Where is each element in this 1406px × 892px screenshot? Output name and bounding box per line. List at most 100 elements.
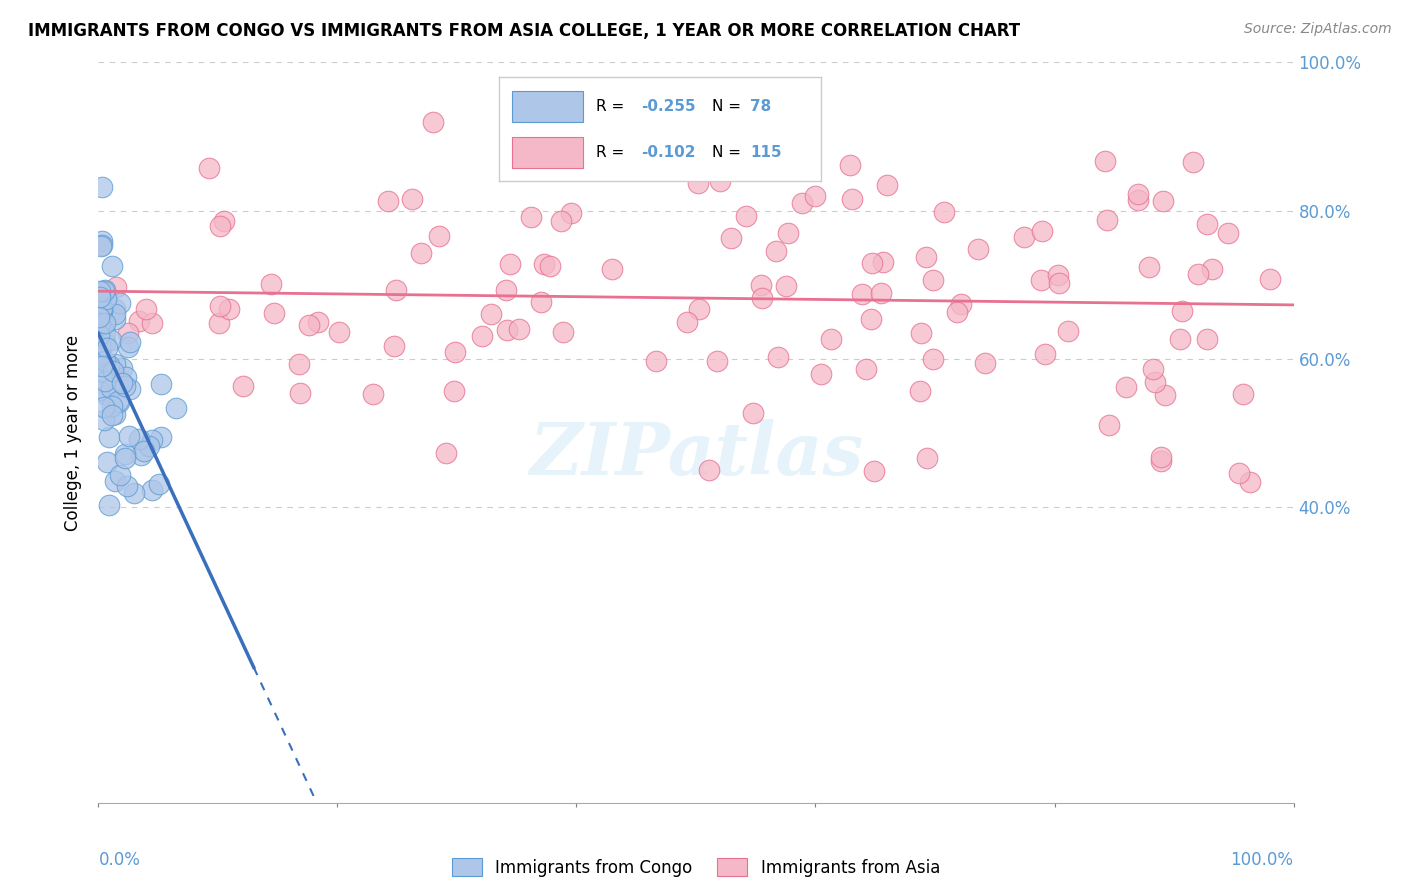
Point — [141, 316, 163, 330]
Point — [90, 340, 112, 354]
Point — [91, 359, 114, 374]
Point — [922, 351, 945, 366]
Point — [110, 295, 132, 310]
Point — [105, 280, 128, 294]
Point — [735, 209, 758, 223]
Point — [94, 374, 117, 388]
Point — [1154, 387, 1177, 401]
Point — [749, 277, 772, 292]
Point — [1152, 194, 1174, 208]
Point — [908, 384, 931, 399]
Point — [135, 302, 157, 317]
Point — [1056, 325, 1078, 339]
Point — [444, 344, 467, 359]
Point — [208, 317, 231, 331]
Point — [124, 486, 146, 500]
Point — [89, 339, 111, 353]
Point — [89, 284, 111, 298]
Point — [1201, 262, 1223, 277]
Point — [1031, 273, 1053, 287]
Point — [967, 242, 990, 256]
Point — [496, 322, 519, 336]
Point — [495, 283, 517, 297]
Point — [377, 194, 399, 208]
Point — [89, 316, 111, 330]
Point — [91, 365, 114, 379]
Point — [107, 393, 129, 408]
Text: Source: ZipAtlas.com: Source: ZipAtlas.com — [1244, 22, 1392, 37]
Point — [114, 447, 136, 461]
Point — [87, 310, 110, 325]
Point — [508, 322, 530, 336]
Point — [94, 317, 117, 331]
Point — [101, 364, 124, 378]
Point — [820, 332, 842, 346]
Point — [104, 357, 127, 371]
Point — [686, 176, 709, 190]
Point — [110, 373, 132, 387]
Point — [114, 379, 136, 393]
Point — [860, 311, 883, 326]
Point — [232, 379, 254, 393]
Point — [198, 161, 221, 175]
Point — [1227, 467, 1250, 481]
Point — [499, 257, 522, 271]
Point — [838, 158, 860, 172]
Point — [860, 256, 883, 270]
Point — [361, 387, 384, 401]
Point — [96, 292, 118, 306]
Point — [1150, 450, 1173, 464]
Point — [120, 383, 142, 397]
Point — [1171, 304, 1194, 318]
Point — [165, 401, 187, 416]
Point — [751, 291, 773, 305]
Point — [1187, 267, 1209, 281]
Point — [434, 445, 457, 459]
Point — [855, 361, 877, 376]
Point — [697, 462, 720, 476]
Point — [98, 358, 121, 372]
Point — [287, 357, 309, 371]
Point — [111, 360, 134, 375]
Point — [804, 188, 827, 202]
Point — [589, 145, 612, 159]
Point — [1031, 224, 1053, 238]
Point — [1126, 193, 1149, 207]
Point — [87, 316, 110, 330]
Point — [876, 178, 898, 192]
Point — [921, 273, 943, 287]
Point — [110, 467, 132, 482]
Point — [93, 284, 115, 298]
Point — [104, 302, 127, 317]
Point — [385, 283, 408, 297]
Point — [945, 304, 967, 318]
Point — [934, 205, 956, 219]
Point — [910, 326, 932, 340]
Point — [117, 340, 139, 354]
Point — [401, 192, 423, 206]
Point — [409, 245, 432, 260]
Point — [872, 255, 894, 269]
Point — [104, 312, 127, 326]
Point — [89, 290, 111, 304]
Point — [91, 234, 114, 248]
Point — [1232, 387, 1254, 401]
Point — [101, 408, 124, 422]
Point — [89, 346, 111, 360]
Point — [863, 464, 886, 478]
Point — [1012, 229, 1035, 244]
Point — [869, 286, 891, 301]
Point — [150, 430, 173, 444]
Point — [91, 179, 114, 194]
Point — [209, 219, 232, 233]
Point — [530, 295, 553, 310]
Point — [90, 351, 112, 366]
Point — [1033, 347, 1056, 361]
Point — [553, 326, 575, 340]
Point — [91, 301, 114, 315]
Point — [973, 356, 995, 370]
Point — [560, 206, 582, 220]
Point — [148, 477, 170, 491]
Point — [1150, 454, 1173, 468]
Point — [96, 341, 118, 355]
